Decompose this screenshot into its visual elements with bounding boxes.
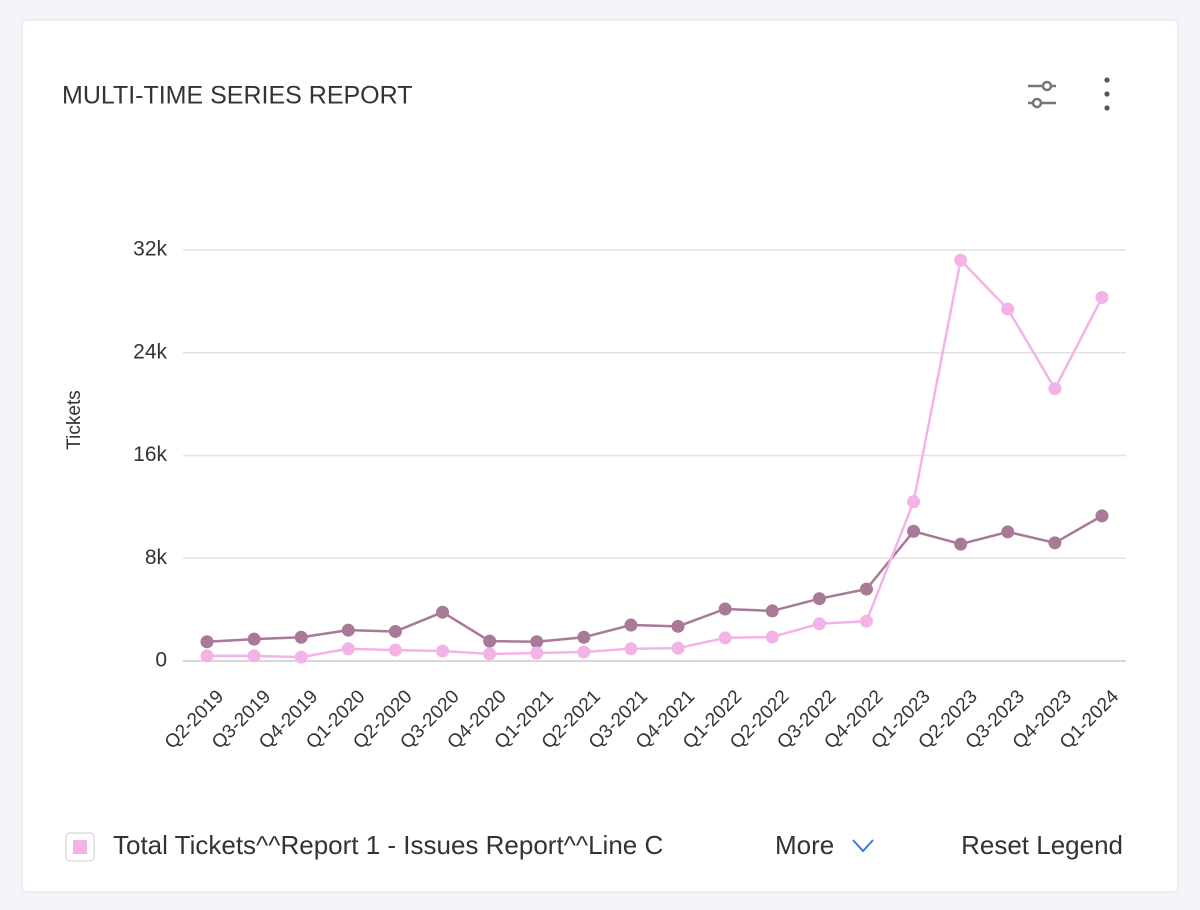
data-point xyxy=(812,617,826,631)
data-point xyxy=(624,618,638,632)
data-point xyxy=(765,604,779,618)
data-point xyxy=(671,619,685,633)
data-point xyxy=(577,630,591,644)
data-point xyxy=(1048,536,1062,550)
data-point xyxy=(247,649,261,663)
data-point xyxy=(1095,291,1109,305)
data-point xyxy=(388,643,402,657)
data-point xyxy=(859,614,873,628)
data-point xyxy=(859,582,873,596)
data-point xyxy=(530,635,544,649)
data-point xyxy=(907,495,921,509)
y-tick-label: 16k xyxy=(133,443,167,466)
data-point xyxy=(907,524,921,538)
chart-title: MULTI-TIME SERIES REPORT xyxy=(62,82,413,110)
y-tick-label: 24k xyxy=(133,340,167,363)
data-point xyxy=(1048,382,1062,396)
data-point xyxy=(718,631,732,645)
data-point xyxy=(341,623,355,637)
data-point xyxy=(388,624,402,638)
data-point xyxy=(483,647,497,661)
y-tick-label: 32k xyxy=(133,238,167,261)
data-point xyxy=(341,642,355,656)
data-point xyxy=(1001,302,1015,316)
y-tick-label: 8k xyxy=(145,546,168,569)
legend-swatch xyxy=(73,840,87,854)
data-point xyxy=(294,630,308,644)
y-tick-label: 0 xyxy=(155,649,167,672)
data-point xyxy=(954,537,968,551)
data-point xyxy=(530,646,544,660)
menu-icon[interactable] xyxy=(1104,77,1110,111)
y-axis-label: Tickets xyxy=(64,390,85,449)
reset-legend-button[interactable]: Reset Legend xyxy=(961,830,1123,860)
data-point xyxy=(483,634,497,648)
data-point xyxy=(718,602,732,616)
data-point xyxy=(765,630,779,644)
data-point xyxy=(812,592,826,606)
legend-label[interactable]: Total Tickets^^Report 1 - Issues Report^… xyxy=(113,830,663,860)
data-point xyxy=(577,645,591,659)
data-point xyxy=(200,635,214,649)
series-line xyxy=(206,514,1103,643)
data-point xyxy=(624,642,638,656)
data-point xyxy=(1095,509,1109,523)
data-point xyxy=(200,649,214,663)
data-point xyxy=(954,253,968,267)
more-chevron[interactable] xyxy=(852,839,874,853)
data-point xyxy=(1001,525,1015,539)
more-button[interactable]: More xyxy=(775,830,834,860)
series-line xyxy=(207,257,1104,659)
filter-icon[interactable] xyxy=(1028,80,1056,109)
data-point xyxy=(436,605,450,619)
data-point xyxy=(294,650,308,664)
data-point xyxy=(247,632,261,646)
data-point xyxy=(436,644,450,658)
data-point xyxy=(671,641,685,655)
